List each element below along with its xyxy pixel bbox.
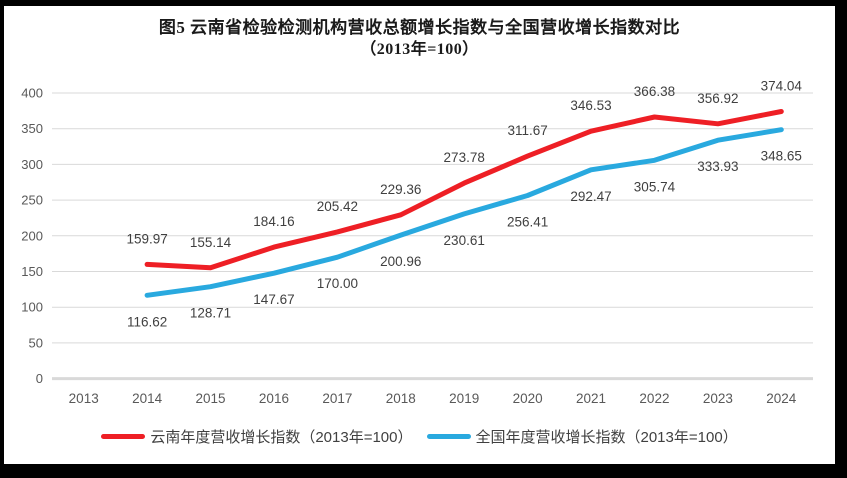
yunnan-data-label: 346.53 xyxy=(570,98,611,113)
y-axis-tick-label: 50 xyxy=(29,335,43,350)
legend-item-yunnan: 云南年度营收增长指数（2013年=100） xyxy=(101,426,413,447)
chart-subtitle: （2013年=100） xyxy=(360,41,479,58)
yunnan-data-label: 205.42 xyxy=(317,199,358,214)
yunnan-series-line xyxy=(144,109,784,271)
national-data-label: 200.96 xyxy=(380,254,421,269)
y-axis-tick-label: 300 xyxy=(21,157,43,172)
national-data-label: 348.65 xyxy=(761,149,802,164)
legend-item-national: 全国年度营收增长指数（2013年=100） xyxy=(426,426,738,447)
yunnan-series-label: 云南年度营收增长指数（2013年=100） xyxy=(150,429,413,446)
national-series-line xyxy=(144,127,784,298)
x-axis-tick-label: 2018 xyxy=(386,391,416,406)
national-series-label: 全国年度营收增长指数（2013年=100） xyxy=(475,429,738,446)
national-data-label: 170.00 xyxy=(317,276,358,291)
y-axis-tick-label: 100 xyxy=(21,300,43,315)
yunnan-data-label: 229.36 xyxy=(380,182,421,197)
national-series-swatch xyxy=(426,434,471,439)
yunnan-data-label: 366.38 xyxy=(634,84,675,99)
chart-legend: 云南年度营收增长指数（2013年=100） 全国年度营收增长指数（2013年=1… xyxy=(4,426,835,447)
x-axis-tick-label: 2019 xyxy=(449,391,479,406)
national-data-label: 333.93 xyxy=(697,159,738,174)
y-axis-tick-label: 150 xyxy=(21,264,43,279)
y-axis-tick-label: 0 xyxy=(36,371,43,386)
x-axis-tick-label: 2023 xyxy=(703,391,733,406)
y-axis-tick-label: 400 xyxy=(21,86,43,101)
yunnan-data-label: 159.97 xyxy=(126,231,167,246)
yunnan-data-label: 374.04 xyxy=(761,79,803,94)
x-axis-tick-label: 2020 xyxy=(513,391,543,406)
chart-canvas: 图5 云南省检验检测机构营收总额增长指数与全国营收增长指数对比 （2013年=1… xyxy=(4,6,835,464)
national-data-label: 147.67 xyxy=(253,292,294,307)
yunnan-data-label: 273.78 xyxy=(444,150,485,165)
national-data-label: 305.74 xyxy=(634,179,676,194)
line-chart-plot-area: 0 50 100 150 200 250 300 350 400 2013 2014 2015 2016… xyxy=(21,79,813,406)
national-data-label: 292.47 xyxy=(570,189,611,204)
yunnan-data-label: 155.14 xyxy=(190,235,232,250)
national-data-label: 128.71 xyxy=(190,306,231,321)
x-axis-tick-label: 2013 xyxy=(69,391,99,406)
yunnan-data-label: 311.67 xyxy=(507,123,547,138)
chart-title-text: 图5 云南省检验检测机构营收总额增长指数与全国营收增长指数对比 xyxy=(158,18,681,37)
yunnan-data-label: 356.92 xyxy=(697,91,738,106)
yunnan-data-label: 184.16 xyxy=(253,214,294,229)
x-axis-tick-label: 2017 xyxy=(322,391,352,406)
national-data-label: 256.41 xyxy=(507,215,548,230)
national-data-label: 116.62 xyxy=(127,314,167,329)
x-axis-tick-label: 2022 xyxy=(639,391,669,406)
x-axis-tick-label: 2014 xyxy=(132,391,163,406)
y-axis-tick-label: 200 xyxy=(21,228,43,243)
x-axis-tick-label: 2016 xyxy=(259,391,289,406)
y-axis-tick-label: 250 xyxy=(21,193,43,208)
x-axis-tick-label: 2015 xyxy=(196,391,226,406)
yunnan-series-swatch xyxy=(101,434,146,439)
x-axis-tick-label: 2024 xyxy=(766,391,797,406)
y-axis-tick-label: 350 xyxy=(21,121,43,136)
x-axis-tick-label: 2021 xyxy=(576,391,606,406)
chart-title: 图5 云南省检验检测机构营收总额增长指数与全国营收增长指数对比 （2013年=1… xyxy=(4,17,835,61)
national-data-label: 230.61 xyxy=(444,233,485,248)
